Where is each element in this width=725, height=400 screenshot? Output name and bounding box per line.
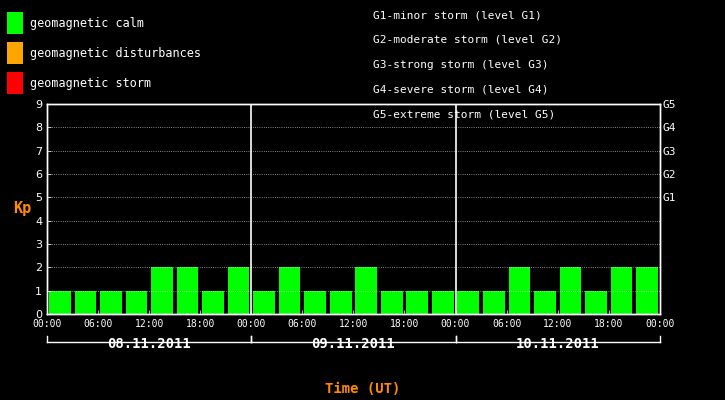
Bar: [432, 291, 454, 314]
Bar: [177, 267, 199, 314]
Bar: [125, 291, 147, 314]
Bar: [355, 267, 377, 314]
Text: G2-moderate storm (level G2): G2-moderate storm (level G2): [373, 35, 563, 45]
Y-axis label: Kp: Kp: [14, 202, 32, 216]
Text: geomagnetic disturbances: geomagnetic disturbances: [30, 46, 202, 60]
Bar: [407, 291, 428, 314]
Text: Time (UT): Time (UT): [325, 382, 400, 396]
Text: geomagnetic storm: geomagnetic storm: [30, 76, 152, 90]
Bar: [202, 291, 224, 314]
Bar: [457, 291, 479, 314]
Text: 08.11.2011: 08.11.2011: [107, 337, 191, 351]
Text: geomagnetic calm: geomagnetic calm: [30, 16, 144, 30]
Bar: [381, 291, 402, 314]
Bar: [534, 291, 556, 314]
Bar: [279, 267, 300, 314]
Bar: [228, 267, 249, 314]
Bar: [151, 267, 173, 314]
Bar: [585, 291, 607, 314]
Bar: [304, 291, 326, 314]
Text: G1-minor storm (level G1): G1-minor storm (level G1): [373, 10, 542, 20]
Text: G4-severe storm (level G4): G4-severe storm (level G4): [373, 84, 549, 94]
Bar: [49, 291, 71, 314]
Text: 10.11.2011: 10.11.2011: [515, 337, 600, 351]
Bar: [508, 267, 530, 314]
Text: 09.11.2011: 09.11.2011: [312, 337, 395, 351]
Text: G5-extreme storm (level G5): G5-extreme storm (level G5): [373, 109, 555, 119]
Bar: [330, 291, 352, 314]
Bar: [100, 291, 122, 314]
Bar: [560, 267, 581, 314]
Bar: [75, 291, 96, 314]
Text: G3-strong storm (level G3): G3-strong storm (level G3): [373, 60, 549, 70]
Bar: [483, 291, 505, 314]
Bar: [253, 291, 275, 314]
Bar: [636, 267, 658, 314]
Bar: [610, 267, 632, 314]
